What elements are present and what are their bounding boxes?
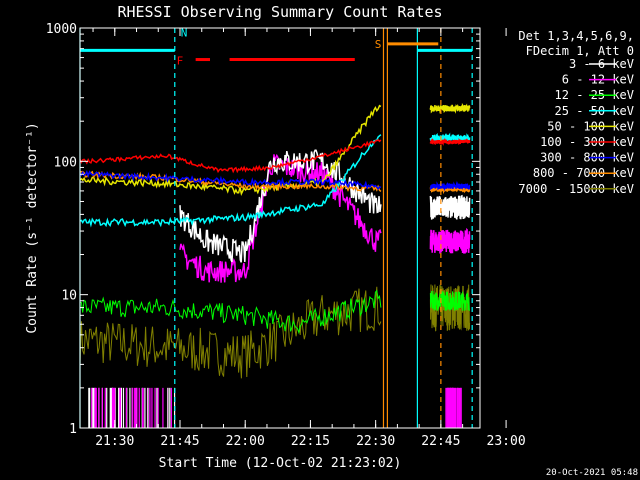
series-100-300-kev (79, 137, 471, 174)
x-tick-label: 21:45 (160, 434, 199, 449)
x-tick-label: 23:00 (487, 434, 526, 449)
legend: Det 1,3,4,5,6,9,FDecim 1, Att 03 - 6 keV… (518, 29, 634, 196)
x-tick-label: 22:00 (226, 434, 265, 449)
series-line (429, 132, 471, 143)
x-tick-label: 22:30 (356, 434, 395, 449)
y-tick-label: 1 (69, 422, 77, 437)
legend-header-line: FDecim 1, Att 0 (526, 44, 634, 58)
series-300-800-kev (79, 169, 471, 192)
series-7000-15000-kev (79, 284, 471, 379)
series-line (80, 289, 382, 335)
x-axis-label: Start Time (12-Oct-02 21:23:02) (159, 456, 402, 471)
chart-axes: 1 10 100 1000 21:30 21:45 22:00 22:15 22:30 22:45… (46, 22, 526, 449)
annotation-flare: F (177, 55, 184, 68)
series-line (179, 153, 382, 283)
legend-entry-label: 300 - 800 keV (540, 151, 634, 165)
series-line (79, 138, 382, 174)
series-line (429, 184, 471, 195)
footer-timestamp: 20-Oct-2021 05:48 (546, 468, 638, 478)
x-tick-label: 21:30 (95, 434, 134, 449)
chart-data-layer: N F S (79, 26, 473, 428)
series-line (79, 169, 382, 191)
series-line (429, 290, 471, 311)
y-tick-label: 100 (54, 155, 77, 170)
series-line (429, 227, 471, 254)
series-line (429, 137, 471, 146)
series-25-50-kev (79, 132, 471, 228)
legend-header-line: Det 1,3,4,5,6,9, (518, 29, 634, 43)
legend-entry-label: 7000 - 15000 keV (518, 182, 634, 196)
y-tick-label: 1000 (46, 22, 77, 37)
series-line (429, 180, 471, 192)
series-line (79, 134, 382, 228)
series-line (79, 286, 382, 379)
x-tick-label: 22:45 (421, 434, 460, 449)
legend-entry-label: 100 - 300 keV (540, 135, 634, 149)
series-3-6-kev (179, 149, 471, 263)
annotation-saa: S (375, 38, 382, 51)
series-12-25-kev (80, 289, 471, 335)
series-line (429, 102, 471, 114)
x-tick-label: 22:15 (291, 434, 330, 449)
legend-entry-label: 800 - 7000 keV (533, 166, 634, 180)
y-tick-label: 10 (61, 289, 77, 304)
annotation-night-start: N (181, 26, 188, 39)
series-50-100-kev (79, 102, 471, 196)
chart-title: RHESSI Observing Summary Count Rates (117, 3, 442, 21)
plot-frame (79, 27, 481, 429)
series-line (79, 104, 382, 196)
y-axis-label: Count Rate (s⁻¹ detector⁻¹) (25, 122, 40, 333)
series-line (429, 194, 471, 220)
chart-text-layer: RHESSI Observing Summary Count Rates Sta… (25, 3, 638, 478)
